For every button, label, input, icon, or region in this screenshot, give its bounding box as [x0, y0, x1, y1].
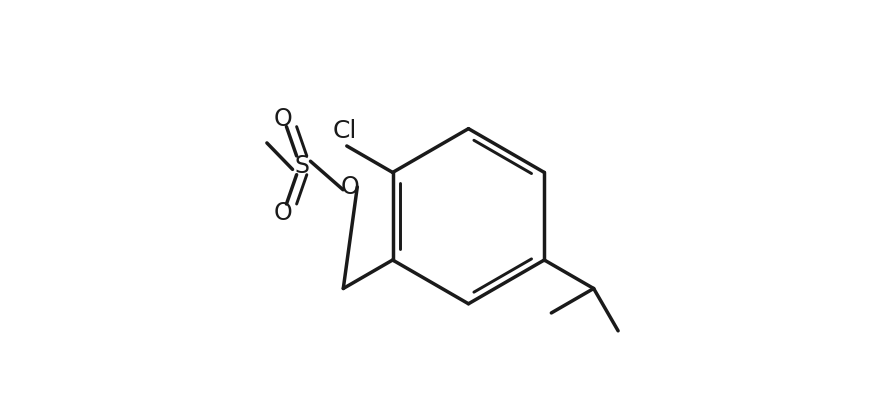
Text: O: O: [274, 107, 293, 131]
Text: O: O: [274, 201, 293, 225]
Text: Cl: Cl: [332, 119, 357, 143]
Text: O: O: [341, 174, 360, 198]
Text: S: S: [294, 154, 309, 178]
